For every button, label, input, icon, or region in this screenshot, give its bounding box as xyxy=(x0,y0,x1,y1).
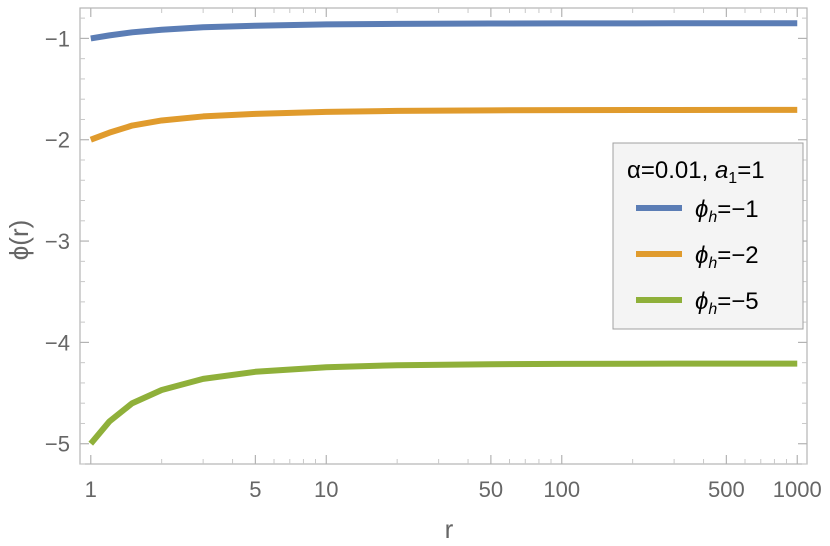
x-tick-label-4: 100 xyxy=(543,477,580,502)
y-tick-label-0: −1 xyxy=(45,26,70,51)
series-line-0 xyxy=(90,20,798,42)
x-axis-label: r xyxy=(445,514,454,544)
y-tick-label-2: −3 xyxy=(45,229,70,254)
y-tick-label-3: −4 xyxy=(45,330,70,355)
axis-layer: −1 −2 −3 −4 −5 1 5 10 50 100 500 1000 xyxy=(45,8,822,502)
series-layer xyxy=(88,20,798,446)
legend: α=0.01, a1=1 ϕh=−1 ϕh=−2 ϕh=−5 xyxy=(612,142,804,330)
x-tick-label-5: 500 xyxy=(708,477,745,502)
series-line-1 xyxy=(89,106,798,143)
x-tick-label-6: 1000 xyxy=(773,477,822,502)
x-tick-label-3: 50 xyxy=(479,477,503,502)
x-tick-label-0: 1 xyxy=(85,477,97,502)
legend-label-1: ϕh=−2 xyxy=(695,242,759,272)
series-line-2 xyxy=(88,360,798,446)
x-tick-label-1: 5 xyxy=(249,477,261,502)
legend-title: α=0.01, a1=1 xyxy=(627,157,765,187)
y-tick-label-1: −2 xyxy=(45,128,70,153)
legend-label-2: ϕh=−5 xyxy=(695,288,759,318)
y-axis-label: ϕ(r) xyxy=(4,220,34,261)
legend-entries: ϕh=−1 ϕh=−2 ϕh=−5 xyxy=(636,196,759,318)
y-tick-label-4: −5 xyxy=(45,432,70,457)
plot-frame xyxy=(79,7,808,465)
legend-label-0: ϕh=−1 xyxy=(695,196,759,226)
x-tick-label-2: 10 xyxy=(314,477,338,502)
